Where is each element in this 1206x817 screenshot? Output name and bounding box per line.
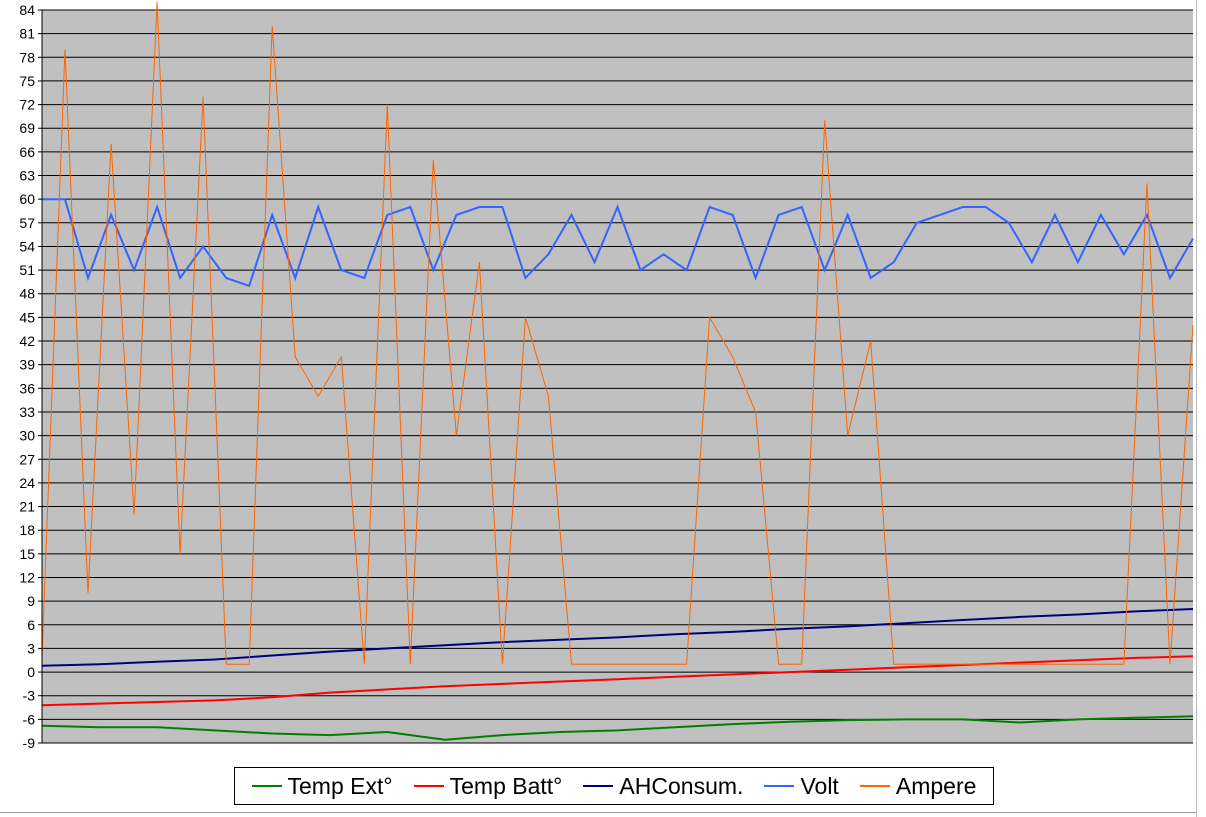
gridlines [42,9,1193,744]
series-line-volt [42,198,1194,288]
legend-swatch-ahconsum [583,785,614,787]
y-tick-label: 72 [19,97,35,113]
y-tick-label: 60 [19,191,35,207]
y-tick-label: 6 [27,617,35,633]
y-axis-ticks: -9-6-30369121518212427303336394245485154… [19,2,42,751]
legend-label-volt: Volt [800,772,839,799]
y-tick-label: 33 [19,404,35,420]
y-tick-label: 36 [19,380,35,396]
series-line-ampere [41,2,1194,665]
y-tick-label: 24 [19,475,35,491]
series-line-temp-batt [41,655,1194,707]
legend-item-temp-batt: Temp Batt° [413,772,563,800]
legend-item-volt: Volt [764,772,839,800]
legend-label-ampere: Ampere [895,772,977,799]
y-tick-label: 45 [19,309,35,325]
y-tick-label: 78 [19,49,35,65]
y-tick-label: 57 [19,215,35,231]
y-tick-label: -3 [23,688,36,704]
y-tick-label: 42 [19,333,35,349]
y-tick-label: 12 [19,569,35,585]
plot-area [42,10,1193,743]
y-tick-label: 54 [19,238,35,254]
legend-item-temp-ext: Temp Ext° [251,772,393,800]
chart-legend: Temp Ext° Temp Batt° AHConsum. Volt Ampe… [234,767,994,805]
y-tick-label: 63 [19,168,35,184]
y-tick-label: 3 [27,640,35,656]
legend-label-temp-ext: Temp Ext° [287,772,393,799]
y-tick-label: 39 [19,357,35,373]
series-lines [41,2,1194,741]
y-tick-label: 81 [19,26,35,42]
y-tick-label: 30 [19,428,35,444]
y-tick-label: 27 [19,451,35,467]
legend-label-temp-batt: Temp Batt° [449,772,563,799]
y-tick-label: 75 [19,73,35,89]
series-line-ahconsum [41,608,1194,667]
y-tick-label: 51 [19,262,35,278]
legend-swatch-temp-batt [413,785,444,787]
y-tick-label: 48 [19,286,35,302]
legend-item-ahconsum: AHConsum. [583,773,743,800]
legend-swatch-volt [764,785,795,787]
bottom-edge [0,812,1196,813]
legend-label-ahconsum: AHConsum. [619,772,744,799]
y-tick-label: 84 [19,2,35,18]
right-scrollbar-edge [1196,0,1206,817]
y-tick-label: 15 [19,546,35,562]
legend-swatch-temp-ext [251,785,282,787]
legend-item-ampere: Ampere [859,772,977,800]
y-tick-label: 0 [27,664,35,680]
y-tick-label: -6 [23,711,36,727]
y-tick-label: 66 [19,144,35,160]
y-tick-label: -9 [23,735,36,751]
series-line-temp-ext [41,715,1194,741]
legend-swatch-ampere [859,785,890,787]
y-tick-label: 9 [27,593,35,609]
y-tick-label: 69 [19,120,35,136]
y-tick-label: 21 [19,499,35,515]
y-tick-label: 18 [19,522,35,538]
